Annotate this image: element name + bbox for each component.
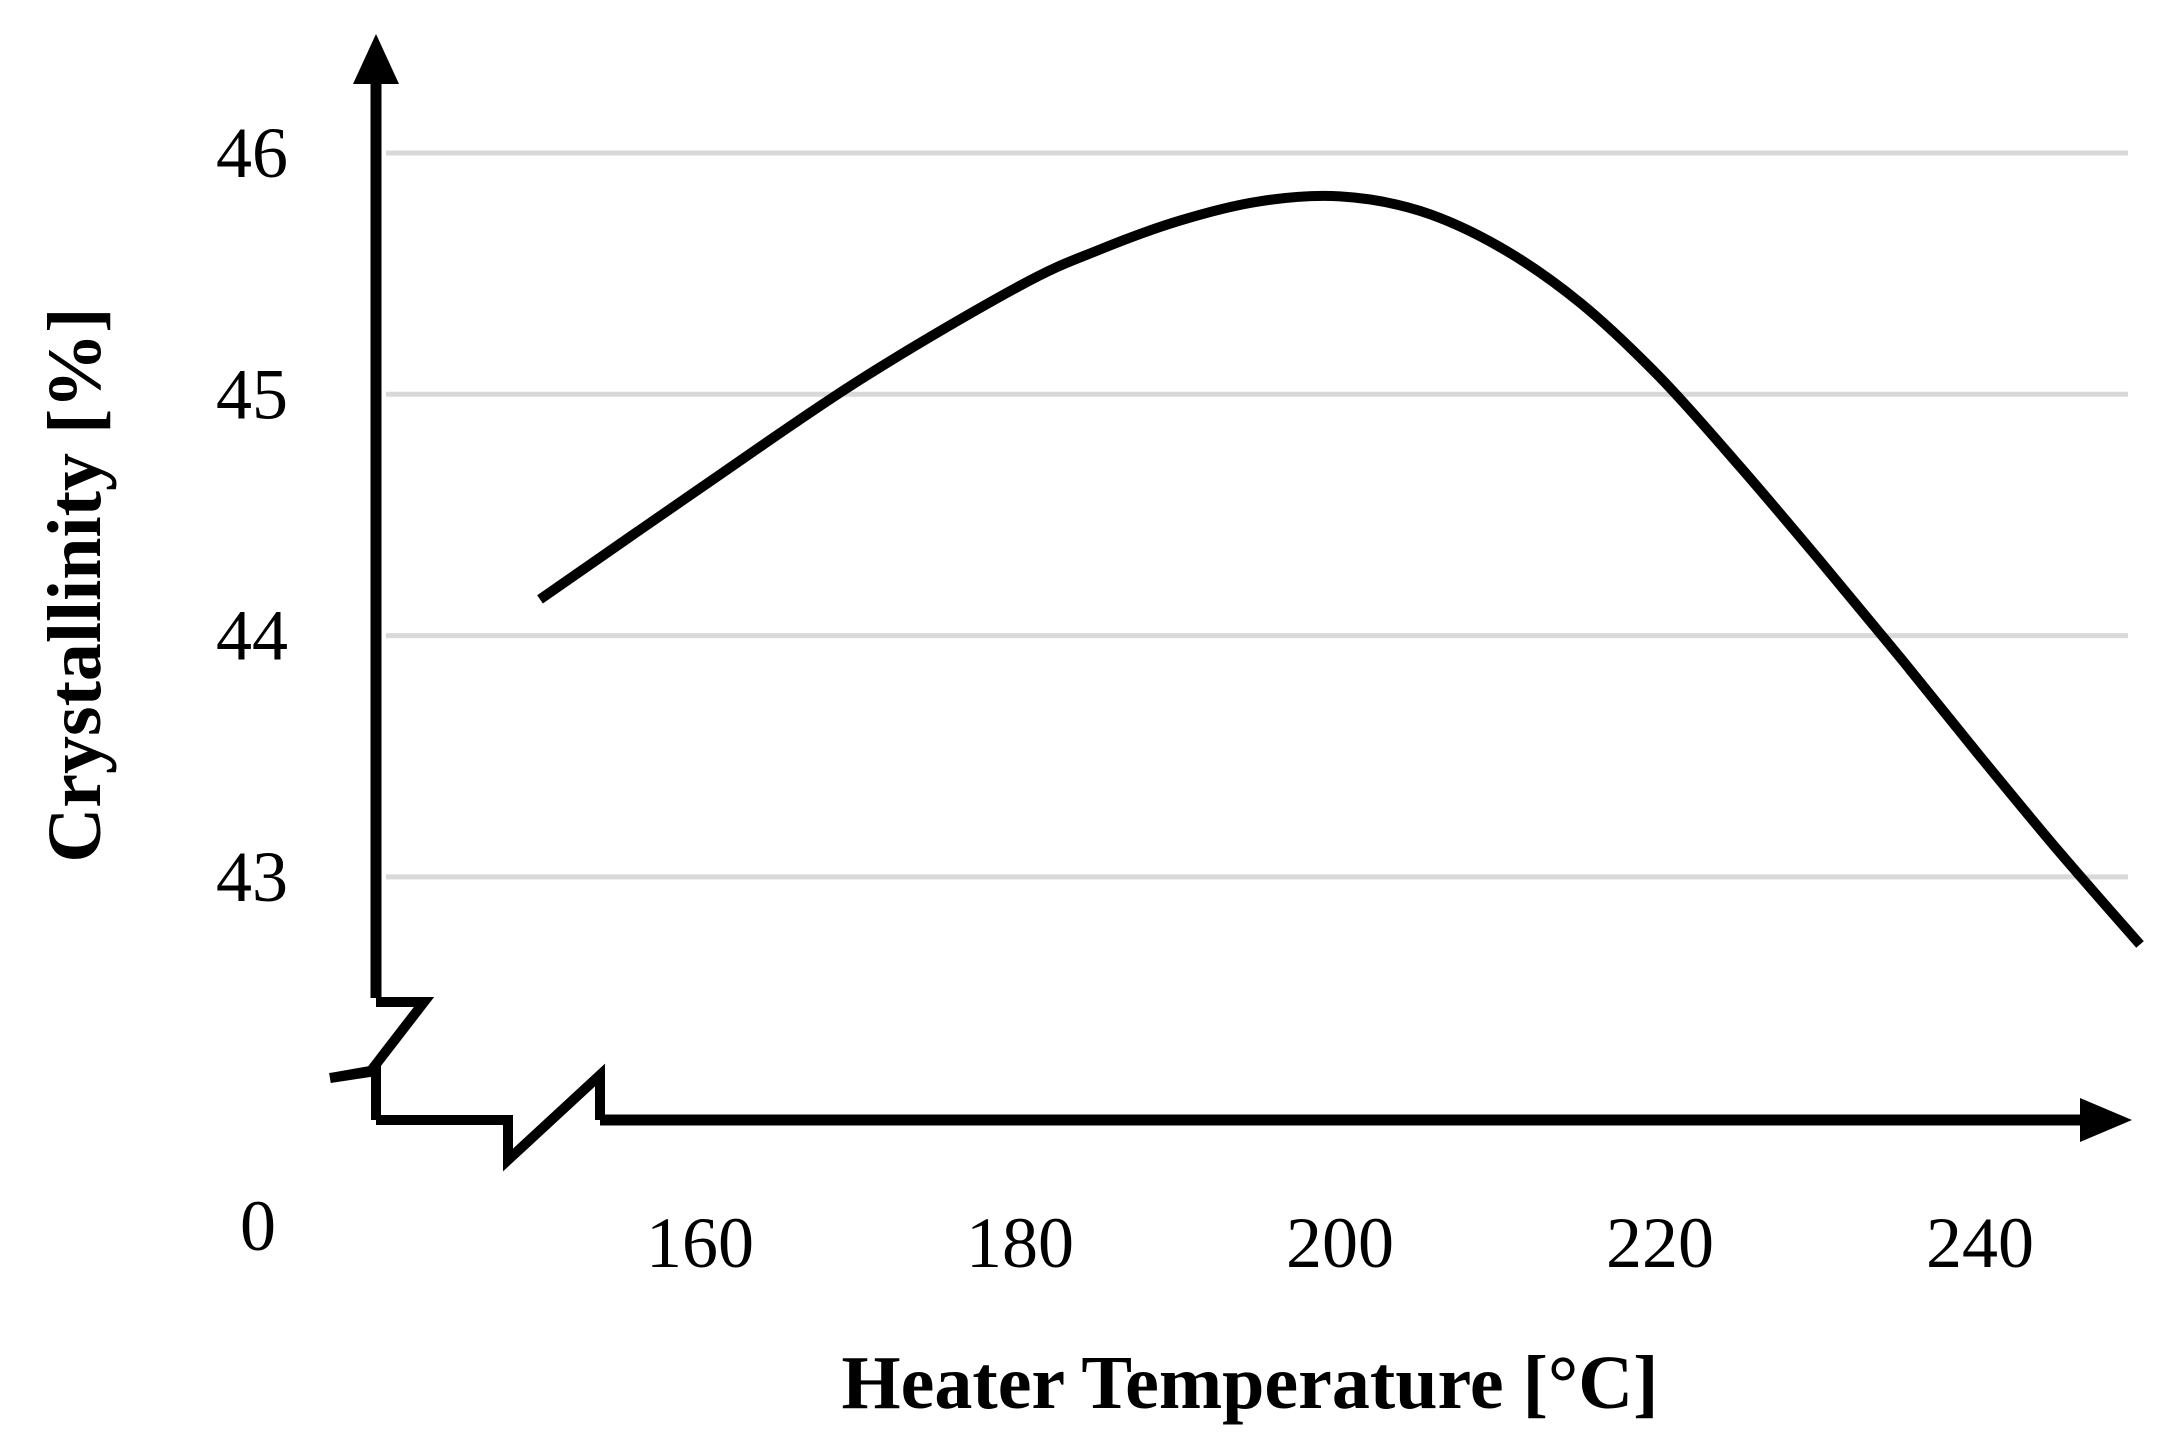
x-axis-arrowhead bbox=[2080, 1098, 2132, 1142]
x-tick-label: 180 bbox=[966, 1203, 1074, 1283]
x-axis-title: Heater Temperature [°C] bbox=[842, 1341, 1659, 1425]
x-tick-label: 160 bbox=[646, 1203, 754, 1283]
x-axis-break bbox=[376, 1063, 605, 1172]
gridlines bbox=[386, 150, 2128, 880]
x-tick-label: 240 bbox=[1926, 1203, 2034, 1283]
y-tick-label: 43 bbox=[216, 837, 288, 917]
origin-label: 0 bbox=[240, 1186, 276, 1266]
y-tick-label: 44 bbox=[216, 596, 288, 676]
y-axis-title: Crystallinity [%] bbox=[33, 307, 117, 862]
y-axis-break bbox=[329, 997, 435, 1120]
axes bbox=[329, 34, 2132, 1172]
tick-labels: 0 43 44 45 46 160 180 200 220 240 bbox=[216, 113, 2034, 1283]
series-layer bbox=[537, 190, 2144, 948]
x-tick-label: 200 bbox=[1286, 1203, 1394, 1283]
x-tick-label: 220 bbox=[1606, 1203, 1714, 1283]
y-axis-arrowhead bbox=[353, 34, 399, 84]
series-line-0 bbox=[537, 190, 2144, 948]
y-tick-label: 46 bbox=[216, 113, 288, 193]
y-tick-label: 45 bbox=[216, 354, 288, 434]
